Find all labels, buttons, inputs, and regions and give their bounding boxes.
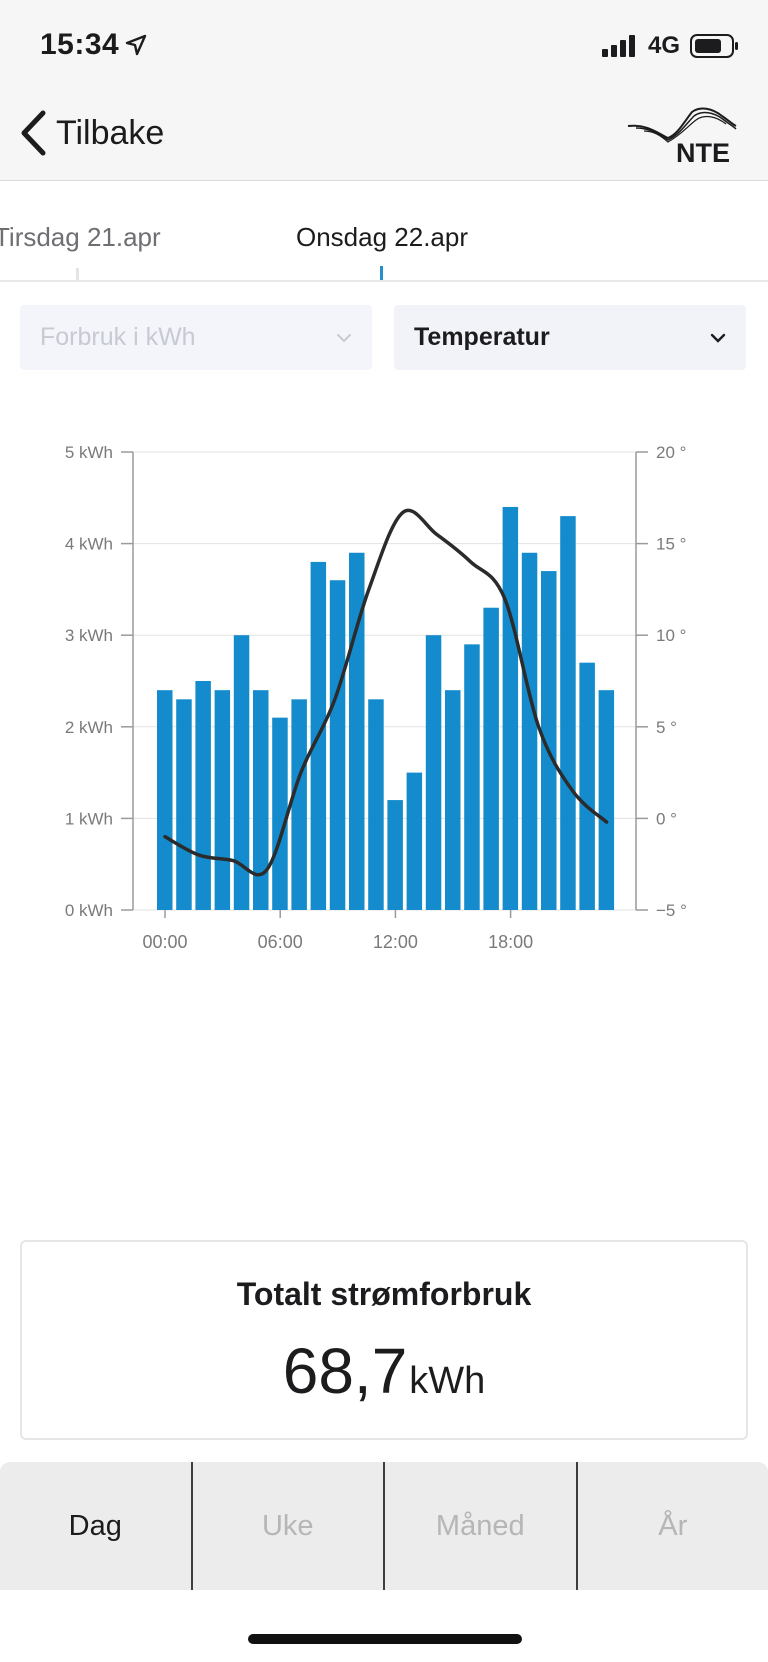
consumption-dropdown-value: Forbruk i kWh [40, 323, 196, 351]
consumption-bar [368, 699, 384, 910]
total-consumption-value-group: 68,7kWh [22, 1334, 746, 1408]
y-left-tick-label: 5 kWh [65, 443, 113, 462]
tab-day[interactable]: Dag [0, 1462, 193, 1590]
tab-marker-previous [76, 268, 79, 280]
location-arrow-icon [126, 34, 147, 56]
consumption-bar [253, 690, 269, 910]
x-tick-label: 12:00 [373, 932, 418, 952]
consumption-bar [214, 690, 231, 910]
nte-logo: NTE [627, 107, 737, 166]
y-left-tick-label: 2 kWh [65, 718, 113, 737]
consumption-bar [521, 552, 538, 910]
network-label: 4G [647, 32, 680, 59]
x-tick-label: 00:00 [142, 932, 187, 952]
x-tick-label: 06:00 [258, 932, 303, 952]
total-consumption-card: Totalt strømforbruk 68,7kWh [20, 1240, 748, 1440]
consumption-bar [233, 635, 250, 910]
y-right-tick-label: 20 ° [656, 443, 686, 462]
consumption-bar [157, 690, 173, 910]
y-left-tick-label: 4 kWh [65, 535, 113, 554]
consumption-bar [406, 772, 423, 910]
consumption-bar [291, 699, 307, 910]
total-consumption-title: Totalt strømforbruk [236, 1276, 532, 1312]
tab-current-day[interactable]: Onsdag 22.apr [296, 222, 469, 252]
consumption-bar [541, 571, 557, 910]
temperature-dropdown[interactable]: Temperatur [394, 305, 746, 370]
signal-bars-icon [601, 35, 635, 57]
consumption-bar [502, 506, 519, 910]
consumption-bar [425, 635, 442, 910]
tab-marker-current [380, 266, 383, 280]
temperature-line [163, 508, 609, 877]
y-right-tick-label: 15 ° [656, 535, 686, 554]
chevron-down-icon [710, 333, 726, 343]
consumption-bar [579, 662, 595, 910]
tab-year[interactable]: År [658, 1509, 688, 1542]
day-tabs: Tirsdag 21.apr Onsdag 22.apr [0, 182, 768, 282]
consumption-bar [598, 690, 615, 910]
y-right-tick-label: 5 ° [656, 718, 677, 737]
battery-icon [690, 34, 738, 58]
consumption-bar [483, 607, 499, 910]
y-right-tick-label: 10 ° [656, 626, 686, 645]
top-bar: 15:34 4G Tilbake [0, 0, 768, 181]
consumption-dropdown[interactable]: Forbruk i kWh [20, 305, 372, 370]
consumption-bar [176, 699, 192, 910]
consumption-bar [329, 580, 346, 910]
consumption-chart: 0 kWh 1 kWh 2 kWh 3 kWh 4 kWh 5 kWh −5 ° 0 ° 5 °… [65, 443, 687, 952]
tab-month[interactable]: Måned [385, 1462, 578, 1590]
y-left-tick-label: 3 kWh [65, 626, 113, 645]
consumption-bar [464, 644, 480, 910]
chevron-left-icon [21, 110, 46, 156]
consumption-bar [272, 717, 288, 910]
back-button[interactable]: Tilbake [18, 110, 164, 156]
consumption-bar [445, 690, 461, 910]
y-left-tick-label: 0 kWh [65, 901, 113, 920]
tab-week[interactable]: Uke [193, 1462, 385, 1590]
back-label: Tilbake [56, 113, 165, 152]
status-time: 15:34 [40, 28, 120, 61]
x-tick-label: 18:00 [488, 932, 533, 952]
y-left-tick-label: 1 kWh [65, 809, 113, 828]
consumption-bar [387, 800, 403, 910]
consumption-bar [560, 516, 576, 910]
tab-previous-day[interactable]: Tirsdag 21.apr [0, 222, 161, 252]
logo-text: NTE [676, 138, 730, 166]
temperature-dropdown-value: Temperatur [414, 323, 550, 351]
status-indicators: 4G [601, 32, 740, 60]
consumption-bar [195, 681, 211, 910]
home-indicator [248, 1634, 522, 1644]
chevron-down-icon [337, 333, 351, 342]
total-consumption-value: 68,7 [282, 1335, 408, 1407]
total-consumption-unit: kWh [409, 1360, 486, 1402]
y-right-tick-label: −5 ° [656, 901, 687, 920]
period-tabs: Dag Uke Måned År [0, 1462, 768, 1590]
status-time-group: 15:34 [40, 28, 147, 62]
y-right-tick-label: 0 ° [656, 809, 677, 828]
